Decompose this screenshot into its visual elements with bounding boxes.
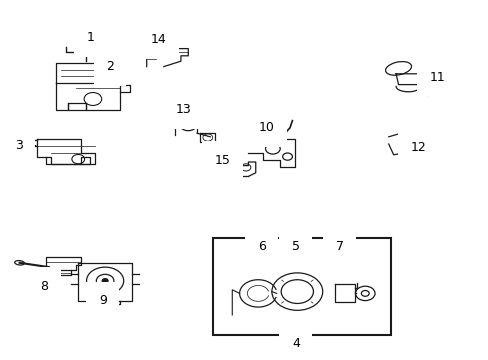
Text: 15: 15 (214, 154, 230, 167)
Text: 4: 4 (291, 337, 299, 350)
Text: 5: 5 (291, 240, 299, 253)
Text: 8: 8 (40, 279, 49, 293)
Text: 9: 9 (99, 294, 106, 307)
Text: 11: 11 (427, 71, 445, 84)
Text: 3: 3 (15, 139, 36, 152)
Text: 1: 1 (86, 31, 94, 49)
Text: 12: 12 (409, 141, 425, 154)
Text: 2: 2 (102, 60, 114, 75)
Bar (212, 238, 390, 335)
Text: 14: 14 (151, 33, 166, 48)
Text: 6: 6 (257, 240, 265, 253)
Text: 13: 13 (175, 103, 191, 116)
Text: 7: 7 (335, 240, 343, 253)
Circle shape (102, 279, 108, 283)
Text: 10: 10 (258, 121, 274, 135)
